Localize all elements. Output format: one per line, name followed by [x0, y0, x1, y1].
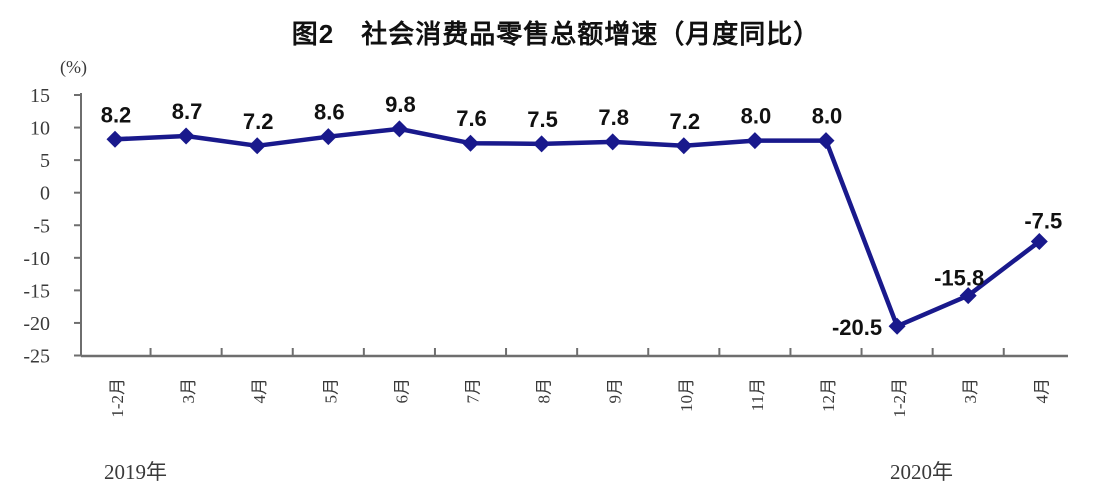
x-category-label: 7月 — [464, 378, 483, 404]
x-category-label: 12月 — [819, 378, 838, 412]
x-category-label: 8月 — [535, 378, 554, 404]
data-point-label: 9.8 — [385, 92, 416, 117]
data-point-marker — [888, 317, 906, 335]
y-tick-label: -10 — [23, 248, 50, 270]
data-point-marker — [177, 127, 195, 145]
data-point-marker — [959, 287, 977, 305]
x-category-label: 9月 — [606, 378, 625, 404]
y-tick-label: -5 — [33, 215, 50, 237]
x-category-label: 3月 — [961, 378, 980, 404]
data-point-marker — [746, 132, 764, 150]
x-category-label: 1-2月 — [108, 378, 127, 418]
data-point-label: -20.5 — [832, 315, 882, 340]
data-point-label: -7.5 — [1024, 209, 1062, 234]
y-tick-label: -25 — [23, 346, 50, 368]
y-tick-label: -20 — [23, 313, 50, 335]
data-point-label: 7.8 — [598, 105, 629, 130]
data-point-label: 8.6 — [314, 100, 345, 125]
data-point-label: 8.2 — [101, 102, 132, 127]
data-point-label: 7.2 — [243, 109, 274, 134]
line-series — [114, 126, 1041, 329]
x-category-label: 6月 — [392, 378, 411, 404]
data-point-label: 7.6 — [456, 106, 487, 131]
y-tick-label: 0 — [40, 183, 50, 205]
data-point-label: -15.8 — [934, 266, 984, 291]
data-point-label: 7.2 — [670, 109, 701, 134]
data-point-marker — [248, 137, 266, 155]
chart-title: 图2 社会消费品零售总额增速（月度同比） — [291, 19, 821, 49]
data-point-label: 8.0 — [741, 104, 772, 129]
x-category-label: 3月 — [179, 378, 198, 404]
year-group-label-2020: 2020年 — [890, 460, 953, 484]
x-category-label: 5月 — [321, 378, 340, 404]
data-point-marker — [106, 130, 124, 148]
data-point-marker — [390, 120, 408, 138]
y-tick-label: 5 — [40, 150, 50, 172]
y-tick-label: 10 — [30, 118, 50, 140]
data-point-marker — [604, 133, 622, 151]
data-point-marker — [675, 137, 693, 155]
data-point-marker — [533, 135, 551, 153]
year-group-label-2019: 2019年 — [104, 460, 167, 484]
data-point-marker — [462, 134, 479, 152]
data-point-label: 7.5 — [527, 107, 558, 132]
y-axis-unit-label: (%) — [60, 57, 87, 77]
y-tick-label: 15 — [30, 85, 50, 107]
x-category-label: 10月 — [677, 378, 696, 412]
y-tick-label: -15 — [23, 280, 50, 302]
x-category-label: 11月 — [748, 378, 767, 411]
x-category-label: 1-2月 — [890, 378, 909, 418]
x-category-label: 4月 — [250, 378, 269, 404]
x-category-label: 4月 — [1032, 378, 1051, 404]
data-point-label: 8.7 — [172, 99, 203, 124]
data-point-marker — [319, 128, 337, 146]
data-point-marker — [817, 132, 835, 150]
data-point-label: 8.0 — [812, 104, 843, 129]
data-point-marker — [1030, 233, 1048, 251]
